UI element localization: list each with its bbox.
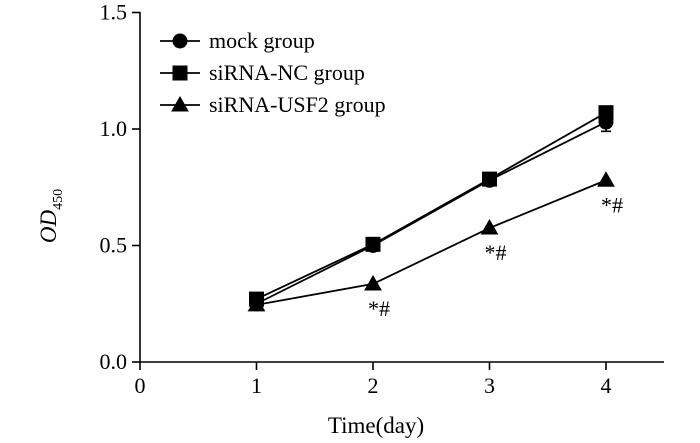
data-point <box>480 219 499 235</box>
series-line <box>256 111 607 300</box>
legend-label: mock group <box>209 28 315 53</box>
series-line <box>256 179 607 306</box>
x-axis-title: Time(day) <box>328 413 424 438</box>
legend-marker <box>172 65 188 81</box>
y-axis-title-subscript: 450 <box>51 189 66 210</box>
legend-label: siRNA-NC group <box>209 60 365 85</box>
tick-group: 0 1 2 3 4 0.0 0.5 1.0 1.5 <box>100 0 612 398</box>
axes <box>139 12 664 363</box>
annotation-group: *# *# *# <box>368 192 623 321</box>
significance-label: *# <box>485 240 507 265</box>
legend-item: siRNA-NC group <box>160 60 365 85</box>
y-tick-label: 0.0 <box>100 349 128 374</box>
data-point <box>482 171 497 187</box>
legend: mock group siRNA-NC group siRNA-USF2 group <box>160 28 386 117</box>
series-2 <box>247 171 615 312</box>
x-tick-label: 0 <box>135 373 146 398</box>
data-point <box>365 236 381 252</box>
significance-label: *# <box>601 192 623 217</box>
series-1 <box>249 105 614 307</box>
legend-item: mock group <box>160 28 315 53</box>
y-tick-label: 1.0 <box>100 116 128 141</box>
y-tick-label: 0.5 <box>100 233 128 258</box>
series-line <box>256 121 607 305</box>
legend-marker <box>171 95 189 112</box>
x-tick-label: 4 <box>601 373 612 398</box>
legend-item: siRNA-USF2 group <box>160 92 386 117</box>
x-tick-label: 2 <box>368 373 379 398</box>
y-axis-title-main: OD <box>36 210 61 244</box>
data-point <box>364 274 382 291</box>
series-group <box>247 105 615 312</box>
y-axis-title: OD450 <box>36 189 66 243</box>
legend-marker <box>172 33 188 49</box>
data-point <box>597 171 615 187</box>
y-tick-label: 1.5 <box>100 0 128 25</box>
legend-label: siRNA-USF2 group <box>209 92 386 117</box>
significance-label: *# <box>368 296 390 321</box>
x-tick-label: 1 <box>251 373 262 398</box>
data-point <box>598 105 614 121</box>
x-tick-label: 3 <box>484 373 495 398</box>
data-point <box>247 295 266 312</box>
